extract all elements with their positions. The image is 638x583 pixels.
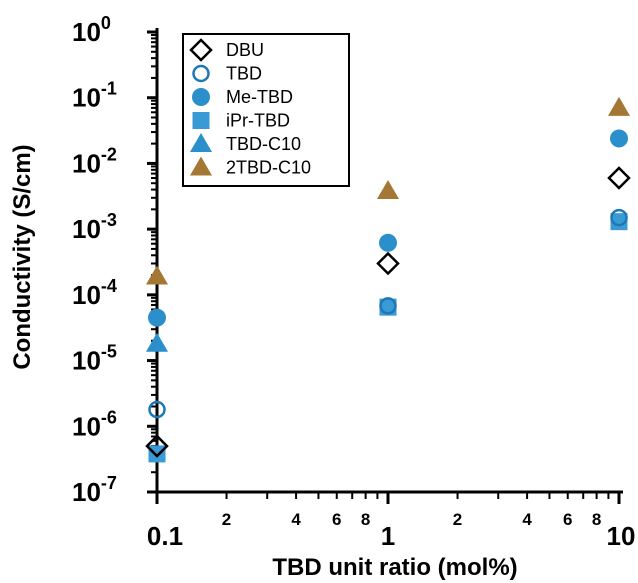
y-tick-label: 10-7 — [72, 473, 117, 507]
y-tick-label: 10-4 — [72, 276, 117, 310]
y-tick-label: 10-6 — [72, 407, 117, 441]
data-point-tbd — [148, 400, 166, 419]
legend-label: 2TBD-C10 — [226, 158, 311, 178]
y-tick-label: 10-1 — [72, 79, 117, 113]
legend-marker-ipr-tbd — [192, 112, 210, 129]
x-tick-label: 1 — [381, 521, 395, 551]
y-tick-base: 10 — [72, 214, 101, 244]
y-tick-exponent: -7 — [101, 473, 117, 493]
data-points — [145, 96, 631, 463]
x-axis-label: TBD unit ratio (mol%) — [272, 554, 517, 581]
x-minor-tick-label: 4 — [291, 510, 301, 529]
y-tick-base: 10 — [72, 148, 101, 178]
legend-marker-2tbd-c10 — [190, 156, 212, 176]
x-minor-tick-label: 6 — [332, 510, 341, 529]
y-tick-base: 10 — [72, 346, 101, 376]
legend: DBU TBD Me-TBD iPr-TBD TBD-C10 2TBD-C10 — [182, 33, 350, 187]
y-tick-base: 10 — [72, 477, 101, 507]
legend-marker-tbd — [192, 64, 210, 83]
y-tick-label: 10-5 — [72, 342, 117, 376]
x-tick-label: 10 — [607, 521, 636, 551]
y-tick-exponent: -6 — [101, 407, 117, 427]
legend-box — [182, 33, 350, 187]
y-axis-label: Conductivity (S/cm) — [9, 144, 36, 369]
legend-label: DBU — [226, 40, 264, 60]
x-tick-label: 0.1 — [147, 521, 183, 551]
data-point-me-tbd — [610, 129, 628, 148]
y-tick-exponent: -5 — [101, 342, 117, 362]
legend-marker-tbd-c10 — [190, 133, 212, 152]
y-tick-base: 10 — [72, 17, 101, 47]
legend-marker-me-tbd — [192, 88, 210, 106]
data-point-ipr-tbd — [148, 445, 166, 463]
legend-label: TBD — [226, 64, 262, 84]
y-tick-exponent: -1 — [101, 79, 117, 99]
x-minor-tick-label: 4 — [522, 510, 532, 529]
x-minor-tick-label: 6 — [563, 510, 572, 529]
x-minor-tick-label: 2 — [222, 510, 231, 529]
data-point-me-tbd — [379, 233, 397, 252]
data-point-dbu — [376, 251, 400, 276]
legend-label: TBD-C10 — [226, 134, 301, 154]
legend-label: iPr-TBD — [226, 111, 290, 131]
data-point-tbd — [379, 297, 397, 315]
y-tick-exponent: -2 — [101, 144, 117, 164]
y-tick-base: 10 — [72, 280, 101, 310]
data-point-2tbd-c10 — [146, 265, 168, 285]
y-tick-label: 100 — [72, 13, 111, 47]
legend-label: Me-TBD — [226, 87, 293, 107]
x-minor-tick-label: 2 — [453, 510, 462, 529]
data-point-2tbd-c10 — [377, 180, 399, 200]
data-point-dbu — [607, 166, 631, 190]
y-tick-base: 10 — [72, 411, 101, 441]
y-tick-exponent: 0 — [101, 13, 111, 33]
y-tick-exponent: -3 — [101, 210, 117, 230]
y-tick-base: 10 — [72, 83, 101, 113]
x-minor-tick-label: 8 — [361, 510, 370, 529]
data-point-tbd-c10 — [146, 332, 168, 352]
data-point-ipr-tbd — [610, 213, 628, 231]
x-minor-tick-label: 8 — [592, 510, 601, 529]
data-point-tbd — [610, 208, 628, 227]
y-tick-label: 10-3 — [72, 210, 117, 244]
data-point-2tbd-c10 — [608, 96, 630, 116]
legend-marker-dbu — [189, 38, 213, 62]
y-tick-exponent: -4 — [101, 276, 117, 296]
data-point-dbu — [145, 434, 169, 458]
data-point-me-tbd — [148, 308, 166, 327]
y-tick-label: 10-2 — [72, 144, 117, 178]
